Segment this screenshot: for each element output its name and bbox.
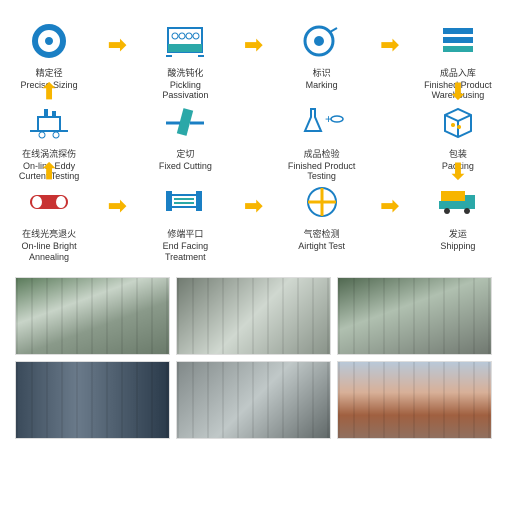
process-flow-diagram: 精定径 Precise Sizing ➡ 酸洗钝化 Pickling Passi… — [15, 20, 492, 262]
step-airtight: 气密检测 Airtight Test — [288, 181, 356, 251]
step-shipping: ⬇ 发运 Shipping — [424, 181, 492, 251]
arrow-right-icon: ➡ — [244, 20, 262, 58]
ring-icon — [24, 20, 74, 62]
arrow-down-icon: ⬇ — [449, 79, 467, 105]
label-cn: 定切 — [176, 147, 194, 160]
tank-icon — [160, 20, 210, 62]
box-icon — [433, 101, 483, 143]
facility-photo-6 — [337, 361, 492, 439]
facility-photo-3 — [337, 277, 492, 355]
shelf-icon — [433, 20, 483, 62]
arrow-down-icon: ⬇ — [449, 159, 467, 185]
arrow-right-icon: ➡ — [381, 20, 399, 58]
step-cutting: 定切 Fixed Cutting — [151, 101, 219, 171]
step-marking: 标识 Marking — [288, 20, 356, 90]
photo-grid — [15, 277, 492, 439]
label-cn: 在线涡流探伤 — [22, 147, 76, 160]
step-testing: + 成品检验 Finished Product Testing — [288, 101, 356, 182]
arrow-right-icon: ➡ — [244, 181, 262, 219]
label-en: Pickling Passivation — [151, 80, 219, 101]
arrow-right-icon: ➡ — [108, 181, 126, 219]
label-cn: 精定径 — [36, 66, 63, 79]
facility-photo-5 — [176, 361, 331, 439]
label-cn: 标识 — [313, 66, 331, 79]
label-cn: 酸洗钝化 — [167, 66, 203, 79]
label-cn: 包装 — [449, 147, 467, 160]
label-cn: 成品入库 — [440, 66, 476, 79]
disc-icon — [297, 20, 347, 62]
label-en: Fixed Cutting — [159, 161, 212, 171]
label-cn: 气密检测 — [304, 227, 340, 240]
label-cn: 在线光亮退火 — [22, 227, 76, 240]
label-cn: 修端平口 — [167, 227, 203, 240]
machine-icon — [24, 101, 74, 143]
lathe-icon — [160, 181, 210, 223]
step-facing: 修端平口 End Facing Treatment — [151, 181, 219, 262]
facility-photo-1 — [15, 277, 170, 355]
truck-icon — [433, 181, 483, 223]
label-en: On-line BrightAnnealing — [22, 241, 77, 262]
cross-icon — [297, 181, 347, 223]
cut-icon — [160, 101, 210, 143]
label-en: End Facing Treatment — [151, 241, 219, 262]
arrow-right-icon: ➡ — [381, 181, 399, 219]
step-pickling: 酸洗钝化 Pickling Passivation — [151, 20, 219, 101]
label-cn: 发运 — [449, 227, 467, 240]
label-en: Shipping — [440, 241, 475, 251]
arrow-up-icon: ⬆ — [40, 79, 58, 105]
arrow-right-icon: ➡ — [108, 20, 126, 58]
step-annealing: ⬆ 在线光亮退火 On-line BrightAnnealing — [15, 181, 83, 262]
arrow-up-icon: ⬆ — [40, 159, 58, 185]
label-en: Marking — [306, 80, 338, 90]
tube-icon — [24, 181, 74, 223]
facility-photo-4 — [15, 361, 170, 439]
label-en: Airtight Test — [298, 241, 345, 251]
flask-icon: + — [297, 101, 347, 143]
facility-photo-2 — [176, 277, 331, 355]
label-en: Finished Product Testing — [288, 161, 356, 182]
label-cn: 成品检验 — [304, 147, 340, 160]
